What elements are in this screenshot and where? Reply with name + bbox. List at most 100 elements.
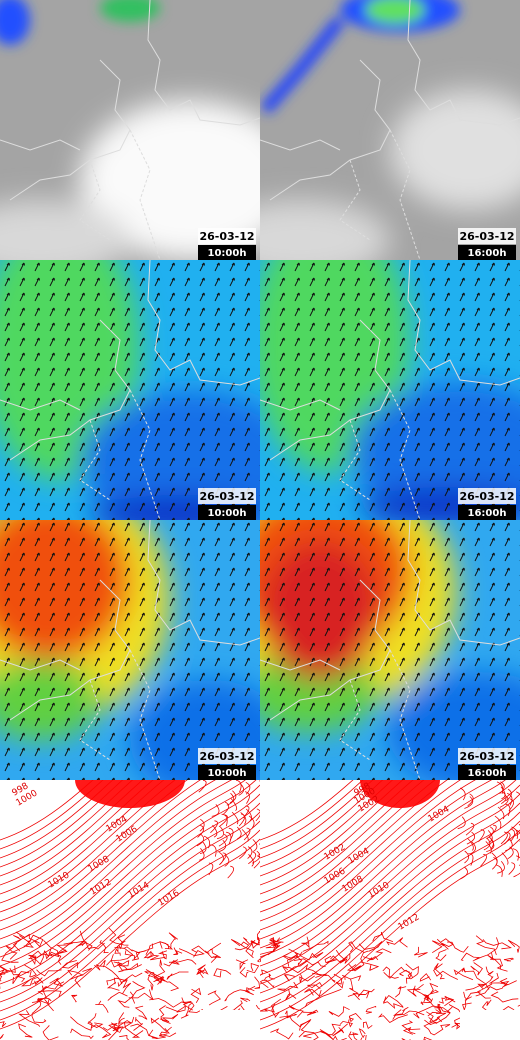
isobar [303,1030,329,1039]
isobar [248,854,254,867]
coast [269,579,391,721]
isobar [505,788,512,802]
isobar [464,850,470,864]
isobar [36,969,62,977]
isobar [462,996,472,1012]
isobar [358,941,383,952]
isobar [0,784,260,976]
isobar [433,962,445,980]
isobar [0,780,104,850]
isobar [0,966,9,975]
coastline [260,0,520,260]
isobar [114,945,121,956]
isobar [453,967,474,981]
isobar [0,780,154,895]
isobar [284,951,303,959]
date-box [198,748,256,764]
cloud-field [260,90,520,260]
isobar [260,780,476,940]
isobar [365,1005,377,1014]
isobar [31,999,50,1006]
isobar [173,947,183,955]
isobar [24,964,37,978]
isobar [240,997,251,1003]
time-label: 16:00h [468,508,507,519]
isobar [504,803,511,817]
coast [389,129,421,260]
isobar [235,959,249,970]
isobar [0,780,134,877]
isobar [49,977,65,987]
isobar [499,795,509,808]
time-box [198,505,256,520]
isobar [467,838,474,851]
rain [260,0,460,114]
isobar [45,951,62,965]
isobar [114,946,140,954]
isobar [465,983,486,991]
isobar [299,1020,311,1032]
isobar [260,780,354,841]
isobar [224,989,250,1002]
isobar [197,964,209,975]
isobar [492,856,498,870]
isobar [496,781,504,795]
isobar [469,841,476,855]
isobar [285,1010,298,1019]
time-box [198,245,256,260]
isobar [283,974,295,982]
isobar [478,829,485,842]
isobar [464,796,474,809]
isobar [191,942,222,954]
coast [0,399,81,411]
isobar [504,831,511,845]
isobar [398,969,413,978]
isobar [243,827,251,841]
isobar [260,780,493,949]
isobar [130,1023,159,1039]
isobar [500,831,508,845]
isobar [460,866,468,880]
isobar [234,941,250,951]
isobar [362,1021,373,1030]
isobar [198,780,207,793]
isobar [212,824,218,838]
map-panel: 26-03-12 16:00h [260,260,520,520]
isobar [516,791,520,804]
isobar [282,963,309,974]
isobar [251,850,260,864]
isobar [28,950,42,966]
isobar [238,813,246,827]
isobar [240,812,247,825]
blank-box [460,1010,520,1040]
isobar [402,1027,421,1035]
isobar [241,829,249,842]
coast [129,389,161,520]
isobar [168,932,179,948]
time-label: 10:00h [208,768,247,779]
isobar [490,991,519,1003]
isobar [307,982,323,990]
isobar [488,836,494,850]
isobar [76,930,87,948]
rain [0,0,160,45]
isobar [247,846,253,859]
isobar [145,969,164,983]
isobar [0,1021,7,1028]
isobar [143,950,155,959]
isobar [199,848,205,861]
isobar [348,1013,362,1023]
isobar [372,931,394,942]
isobar [431,938,445,954]
isobar [102,1023,119,1033]
coast [79,679,111,761]
isobar [419,973,432,982]
isobar [333,973,344,989]
isobar [15,931,40,944]
isobar [108,1026,124,1040]
isobar [107,992,128,1001]
isobar [0,969,5,976]
isobar [0,780,188,922]
